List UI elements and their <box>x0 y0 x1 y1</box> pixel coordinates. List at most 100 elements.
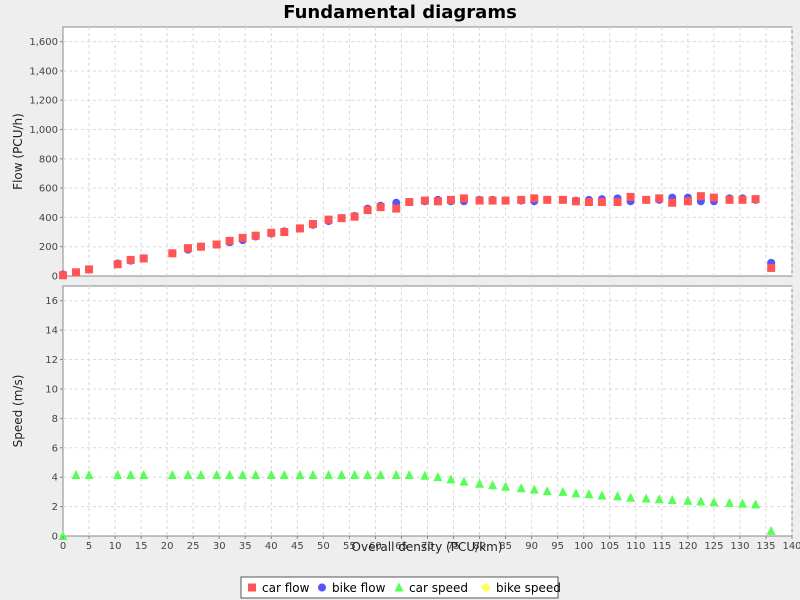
data-point <box>350 469 360 479</box>
x-tick-label: 40 <box>265 541 278 552</box>
y-tick-label: 200 <box>39 242 58 253</box>
data-point <box>696 496 706 506</box>
data-point <box>295 469 305 479</box>
x-tick-label: 60 <box>369 541 382 552</box>
data-point <box>459 194 468 203</box>
y-tick-label: 14 <box>45 326 58 337</box>
data-point <box>392 204 401 213</box>
data-point <box>238 233 247 242</box>
chart-title: Fundamental diagrams <box>283 2 517 23</box>
data-point <box>139 254 148 263</box>
data-point <box>597 490 607 500</box>
x-tick-label: 85 <box>499 541 512 552</box>
data-point <box>167 469 177 479</box>
data-point <box>488 196 497 205</box>
x-axis-title: Overall density (PCU/km) <box>352 540 503 554</box>
y-tick-label: 0 <box>52 272 58 283</box>
data-point <box>584 489 594 499</box>
speed-panel: 0 2 4 6 8 10 12 14 16 Speed (m/s) <box>11 285 793 543</box>
data-point <box>738 498 748 508</box>
x-tick-label: 5 <box>86 541 92 552</box>
data-point <box>766 525 776 535</box>
data-point <box>543 195 552 204</box>
data-point <box>751 499 761 509</box>
data-point <box>667 494 677 504</box>
data-point <box>212 469 222 479</box>
data-point <box>59 271 67 280</box>
data-point <box>709 497 719 507</box>
data-point <box>696 192 705 201</box>
y-tick-label: 1,600 <box>29 37 58 48</box>
data-point <box>475 478 485 488</box>
data-point <box>641 493 651 503</box>
data-point <box>251 469 261 479</box>
data-point <box>683 495 693 505</box>
data-point <box>571 197 580 206</box>
y-tick-label: 800 <box>39 154 58 165</box>
data-point <box>324 215 333 224</box>
series-car-flow <box>59 192 776 280</box>
y-tick-label: 4 <box>52 473 58 484</box>
x-tick-label: 50 <box>317 541 330 552</box>
legend-item-bike-flow: bike flow <box>318 581 386 595</box>
data-point <box>446 474 456 484</box>
data-point <box>529 484 539 494</box>
data-point <box>626 492 636 502</box>
legend-marker <box>248 583 256 592</box>
data-point <box>196 242 205 251</box>
data-point <box>405 198 414 207</box>
data-point <box>350 212 359 221</box>
data-point <box>433 472 443 482</box>
data-point <box>267 228 276 237</box>
x-tick-label: 0 <box>60 541 66 552</box>
x-tick-label: 15 <box>135 541 148 552</box>
data-point <box>280 228 289 237</box>
data-point <box>516 483 526 493</box>
data-point <box>725 497 735 507</box>
x-tick-label: 95 <box>551 541 564 552</box>
data-point <box>446 195 455 204</box>
data-point <box>391 469 401 479</box>
data-point <box>126 255 135 264</box>
y-tick-label: 600 <box>39 184 58 195</box>
data-point <box>251 231 260 240</box>
data-point <box>113 469 123 479</box>
data-point <box>363 206 372 215</box>
y-tick-label: 16 <box>45 296 58 307</box>
x-tick-label: 120 <box>678 541 697 552</box>
data-point <box>113 260 122 269</box>
x-tick-label: 80 <box>473 541 486 552</box>
data-point <box>751 195 760 204</box>
x-tick-label: 25 <box>187 541 200 552</box>
x-tick-label: 70 <box>421 541 434 552</box>
data-point <box>626 192 635 201</box>
data-point <box>668 198 677 207</box>
legend-item-bike-speed: bike speed <box>481 581 561 595</box>
plot-area <box>62 26 793 277</box>
legend-label: bike flow <box>332 581 386 595</box>
x-tick-label: 125 <box>704 541 723 552</box>
y-tick-label: 2 <box>52 502 58 513</box>
data-point <box>488 480 498 490</box>
data-point <box>376 469 386 479</box>
x-tick-label: 105 <box>600 541 619 552</box>
data-point <box>337 214 346 223</box>
legend-label: bike speed <box>496 581 561 595</box>
x-axis: 0 5 10 15 20 25 30 35 40 45 50 55 60 65 70 75 80 85 90 95 10… <box>60 536 800 552</box>
data-point <box>196 469 206 479</box>
data-point <box>71 469 81 479</box>
data-point <box>613 198 622 207</box>
x-tick-label: 10 <box>109 541 122 552</box>
data-point <box>183 469 193 479</box>
legend-label: car flow <box>262 581 310 595</box>
data-point <box>725 195 734 204</box>
legend: car flow bike flow car speed bike speed <box>240 576 561 599</box>
data-point <box>738 195 747 204</box>
data-point <box>308 469 318 479</box>
data-point <box>84 469 94 479</box>
x-tick-label: 100 <box>574 541 593 552</box>
data-point <box>597 198 606 207</box>
data-point <box>72 268 81 277</box>
data-point <box>459 476 469 486</box>
data-point <box>420 470 430 480</box>
